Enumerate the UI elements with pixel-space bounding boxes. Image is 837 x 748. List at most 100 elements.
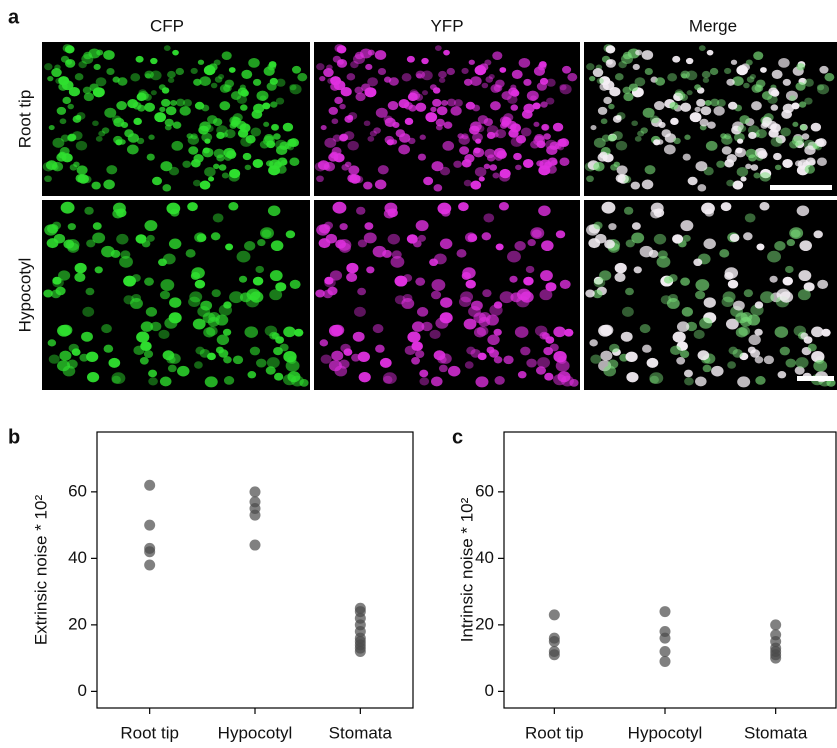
nucleus [103,179,115,190]
nucleus [273,133,281,140]
nucleus [266,357,280,369]
nucleus [639,324,651,334]
nucleus [443,49,450,56]
nucleus [417,153,427,161]
nucleus [719,249,730,258]
nucleus [92,232,106,244]
nucleus [499,172,511,182]
nucleus [697,184,707,192]
nucleus [269,289,283,301]
data-point [659,655,671,667]
nucleus [553,326,566,338]
nucleus [172,121,182,129]
nucleus [262,135,275,146]
nucleus [698,45,706,52]
nucleus [204,124,214,133]
nucleus [736,166,749,177]
nucleus [596,77,604,84]
nucleus [361,83,371,92]
nucleus [289,84,297,91]
nucleus [419,377,430,386]
nucleus [162,350,175,361]
nucleus [495,243,504,251]
nucleus [546,145,558,156]
nucleus [726,179,735,187]
nucleus [421,90,429,96]
nucleus [223,84,232,92]
nucleus [672,234,684,244]
nucleus [531,229,542,238]
nucleus [74,73,84,81]
nucleus [748,334,761,346]
nucleus [133,345,145,356]
nucleus [55,77,63,84]
nucleus [646,357,659,368]
nucleus [144,220,158,232]
nucleus [132,101,142,110]
nucleus [289,279,301,289]
data-point [249,509,261,521]
nucleus [148,134,155,140]
nucleus [743,82,750,89]
nucleus [649,372,664,385]
nucleus [354,306,366,317]
nucleus [168,238,182,250]
nucleus [441,100,449,106]
nucleus [167,70,176,79]
nucleus [481,82,489,89]
nucleus [663,276,673,284]
nucleus [670,345,682,356]
nucleus [144,102,156,112]
nucleus [150,90,157,96]
nucleus [482,289,492,298]
nucleus [270,101,278,108]
nucleus [329,151,339,159]
nucleus [168,166,180,176]
nucleus [228,201,239,211]
nucleus [249,291,264,303]
nucleus [372,324,384,334]
y-tick-label: 0 [78,681,87,700]
nucleus [429,84,437,91]
nucleus [415,220,429,232]
nucleus [700,106,712,116]
nucleus [323,161,336,172]
nucleus [498,201,509,211]
nucleus [65,59,73,65]
nucleus [135,55,144,63]
nucleus [336,45,347,54]
nucleus [446,98,456,107]
nucleus [599,270,612,281]
nucleus [335,239,346,249]
nucleus [588,238,601,249]
nucleus [810,122,822,132]
nucleus [634,135,642,142]
nucleus [228,67,236,73]
nucleus [704,100,712,106]
nucleus [816,157,827,166]
nucleus [621,306,634,317]
nucleus [748,131,757,140]
nucleus [288,138,299,148]
nucleus [333,80,346,91]
nucleus [267,205,281,217]
nucleus [586,63,595,71]
data-point [144,479,156,491]
nucleus [348,165,360,175]
nucleus [69,164,78,171]
nucleus [245,134,256,144]
nucleus [358,371,371,383]
nucleus [159,376,172,387]
nucleus [126,144,139,155]
y-tick-label: 40 [68,548,87,567]
nucleus [732,300,745,311]
nucleus [261,229,272,238]
nucleus [537,357,551,369]
nucleus [257,239,266,247]
nucleus [194,361,203,369]
nucleus [684,377,694,386]
nucleus [67,103,74,110]
nucleus [193,78,202,86]
nucleus [365,63,373,71]
nucleus [252,78,262,86]
